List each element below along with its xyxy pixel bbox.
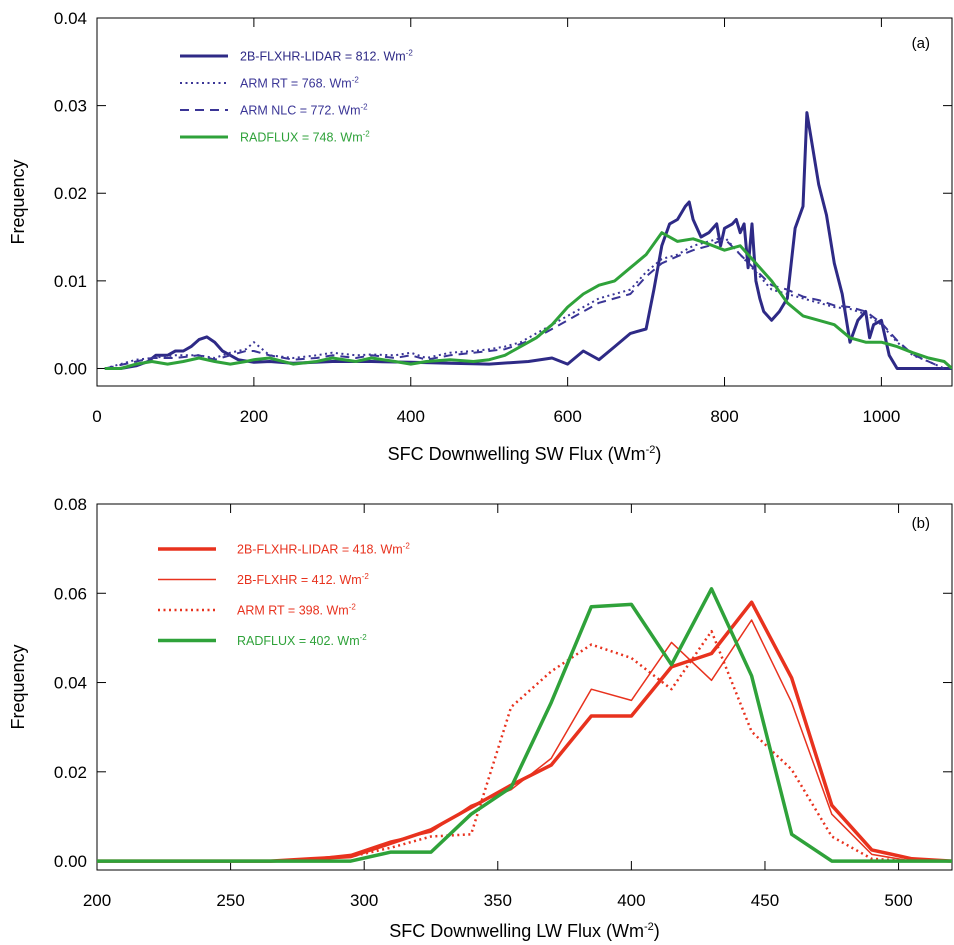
y-tick-label: 0.08 bbox=[54, 495, 87, 514]
series-line-2b-flxhr-lidar bbox=[104, 111, 952, 370]
x-tick-label: 250 bbox=[216, 891, 244, 910]
legend: 2B-FLXHR-LIDAR = 812. Wm-2 ARM RT = 768. … bbox=[180, 49, 413, 145]
y-tick-label: 0.02 bbox=[54, 184, 87, 203]
series-line-2b-flxhr bbox=[97, 619, 952, 862]
y-tick-label: 0.03 bbox=[54, 97, 87, 116]
series-line-radflux bbox=[97, 587, 952, 863]
series-line-2b-flxhr-lidar bbox=[97, 600, 952, 863]
chart-panel-2: 200 250 300 350 400 450 500 0.00 0.02 0.04 0.06 0.0… bbox=[8, 495, 953, 941]
legend-entry: RADFLUX = 402. Wm-2 bbox=[237, 633, 367, 648]
x-tick-label: 0 bbox=[92, 407, 101, 426]
legend-entry: 2B-FLXHR-LIDAR = 812. Wm-2 bbox=[240, 49, 413, 64]
x-tick-label: 500 bbox=[884, 891, 912, 910]
y-axis-label: Frequency bbox=[8, 644, 28, 729]
y-tick-label: 0.04 bbox=[54, 674, 87, 693]
legend-entry: ARM NLC = 772. Wm-2 bbox=[240, 103, 368, 118]
legend-entry: ARM RT = 398. Wm-2 bbox=[237, 603, 356, 618]
legend: 2B-FLXHR-LIDAR = 418. Wm-2 2B-FLXHR = 412… bbox=[158, 542, 410, 648]
series-line-arm-rt bbox=[97, 629, 952, 863]
x-tick-label: 600 bbox=[553, 407, 581, 426]
legend-entry: ARM RT = 768. Wm-2 bbox=[240, 76, 359, 91]
x-tick-label: 200 bbox=[240, 407, 268, 426]
x-tick-label: 350 bbox=[484, 891, 512, 910]
legend-entry: 2B-FLXHR = 412. Wm-2 bbox=[237, 572, 369, 587]
y-tick-label: 0.04 bbox=[54, 9, 87, 28]
x-tick-label: 800 bbox=[710, 407, 738, 426]
x-tick-label: 300 bbox=[350, 891, 378, 910]
legend-entry: RADFLUX = 748. Wm-2 bbox=[240, 130, 370, 145]
y-tick-label: 0.00 bbox=[54, 852, 87, 871]
x-tick-label: 400 bbox=[617, 891, 645, 910]
x-tick-label: 200 bbox=[83, 891, 111, 910]
chart-panel-1: 0 200 400 600 800 1000 0.00 0.01 0.02 0.03 0.04 SFC… bbox=[8, 9, 953, 464]
series-line-arm-nlc bbox=[104, 237, 945, 370]
y-tick-label: 0.06 bbox=[54, 584, 87, 603]
y-tick-label: 0.01 bbox=[54, 272, 87, 291]
plot-frame bbox=[96, 17, 953, 387]
legend-entry: 2B-FLXHR-LIDAR = 418. Wm-2 bbox=[237, 542, 410, 557]
series-line-radflux bbox=[104, 231, 952, 370]
x-axis-label: SFC Downwelling LW Flux (Wm-2) bbox=[389, 921, 659, 941]
x-axis-label: SFC Downwelling SW Flux (Wm-2) bbox=[388, 444, 662, 464]
x-tick-label: 1000 bbox=[862, 407, 900, 426]
x-tick-label: 450 bbox=[751, 891, 779, 910]
panel-label: (b) bbox=[912, 515, 930, 532]
y-tick-label: 0.00 bbox=[54, 359, 87, 378]
y-axis-label: Frequency bbox=[8, 159, 28, 244]
series-line-arm-rt bbox=[104, 236, 945, 370]
y-tick-label: 0.02 bbox=[54, 763, 87, 782]
plot-frame bbox=[96, 503, 953, 871]
panel-label: (a) bbox=[912, 35, 930, 52]
x-tick-label: 400 bbox=[397, 407, 425, 426]
